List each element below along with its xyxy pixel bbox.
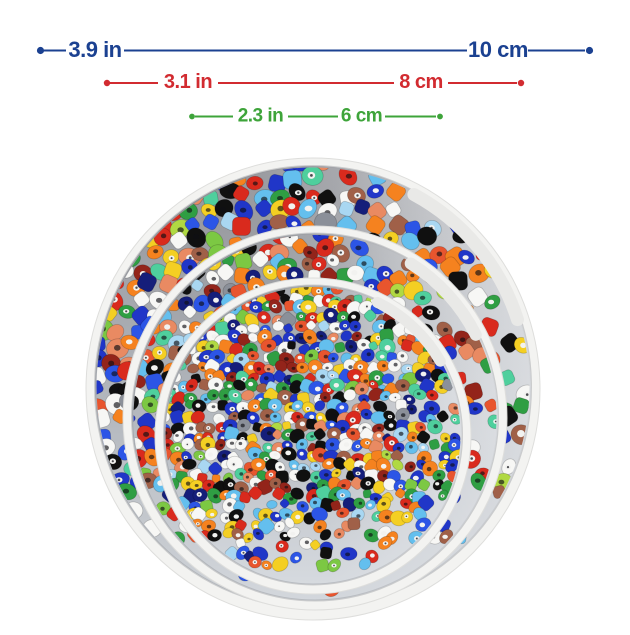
- svg-text:10 cm: 10 cm: [468, 37, 528, 62]
- svg-text:3.1 in: 3.1 in: [164, 71, 212, 93]
- svg-text:3.9 in: 3.9 in: [68, 37, 121, 62]
- svg-text:6 cm: 6 cm: [341, 106, 382, 127]
- svg-text:8 cm: 8 cm: [399, 71, 443, 93]
- svg-text:2.3 in: 2.3 in: [238, 106, 284, 127]
